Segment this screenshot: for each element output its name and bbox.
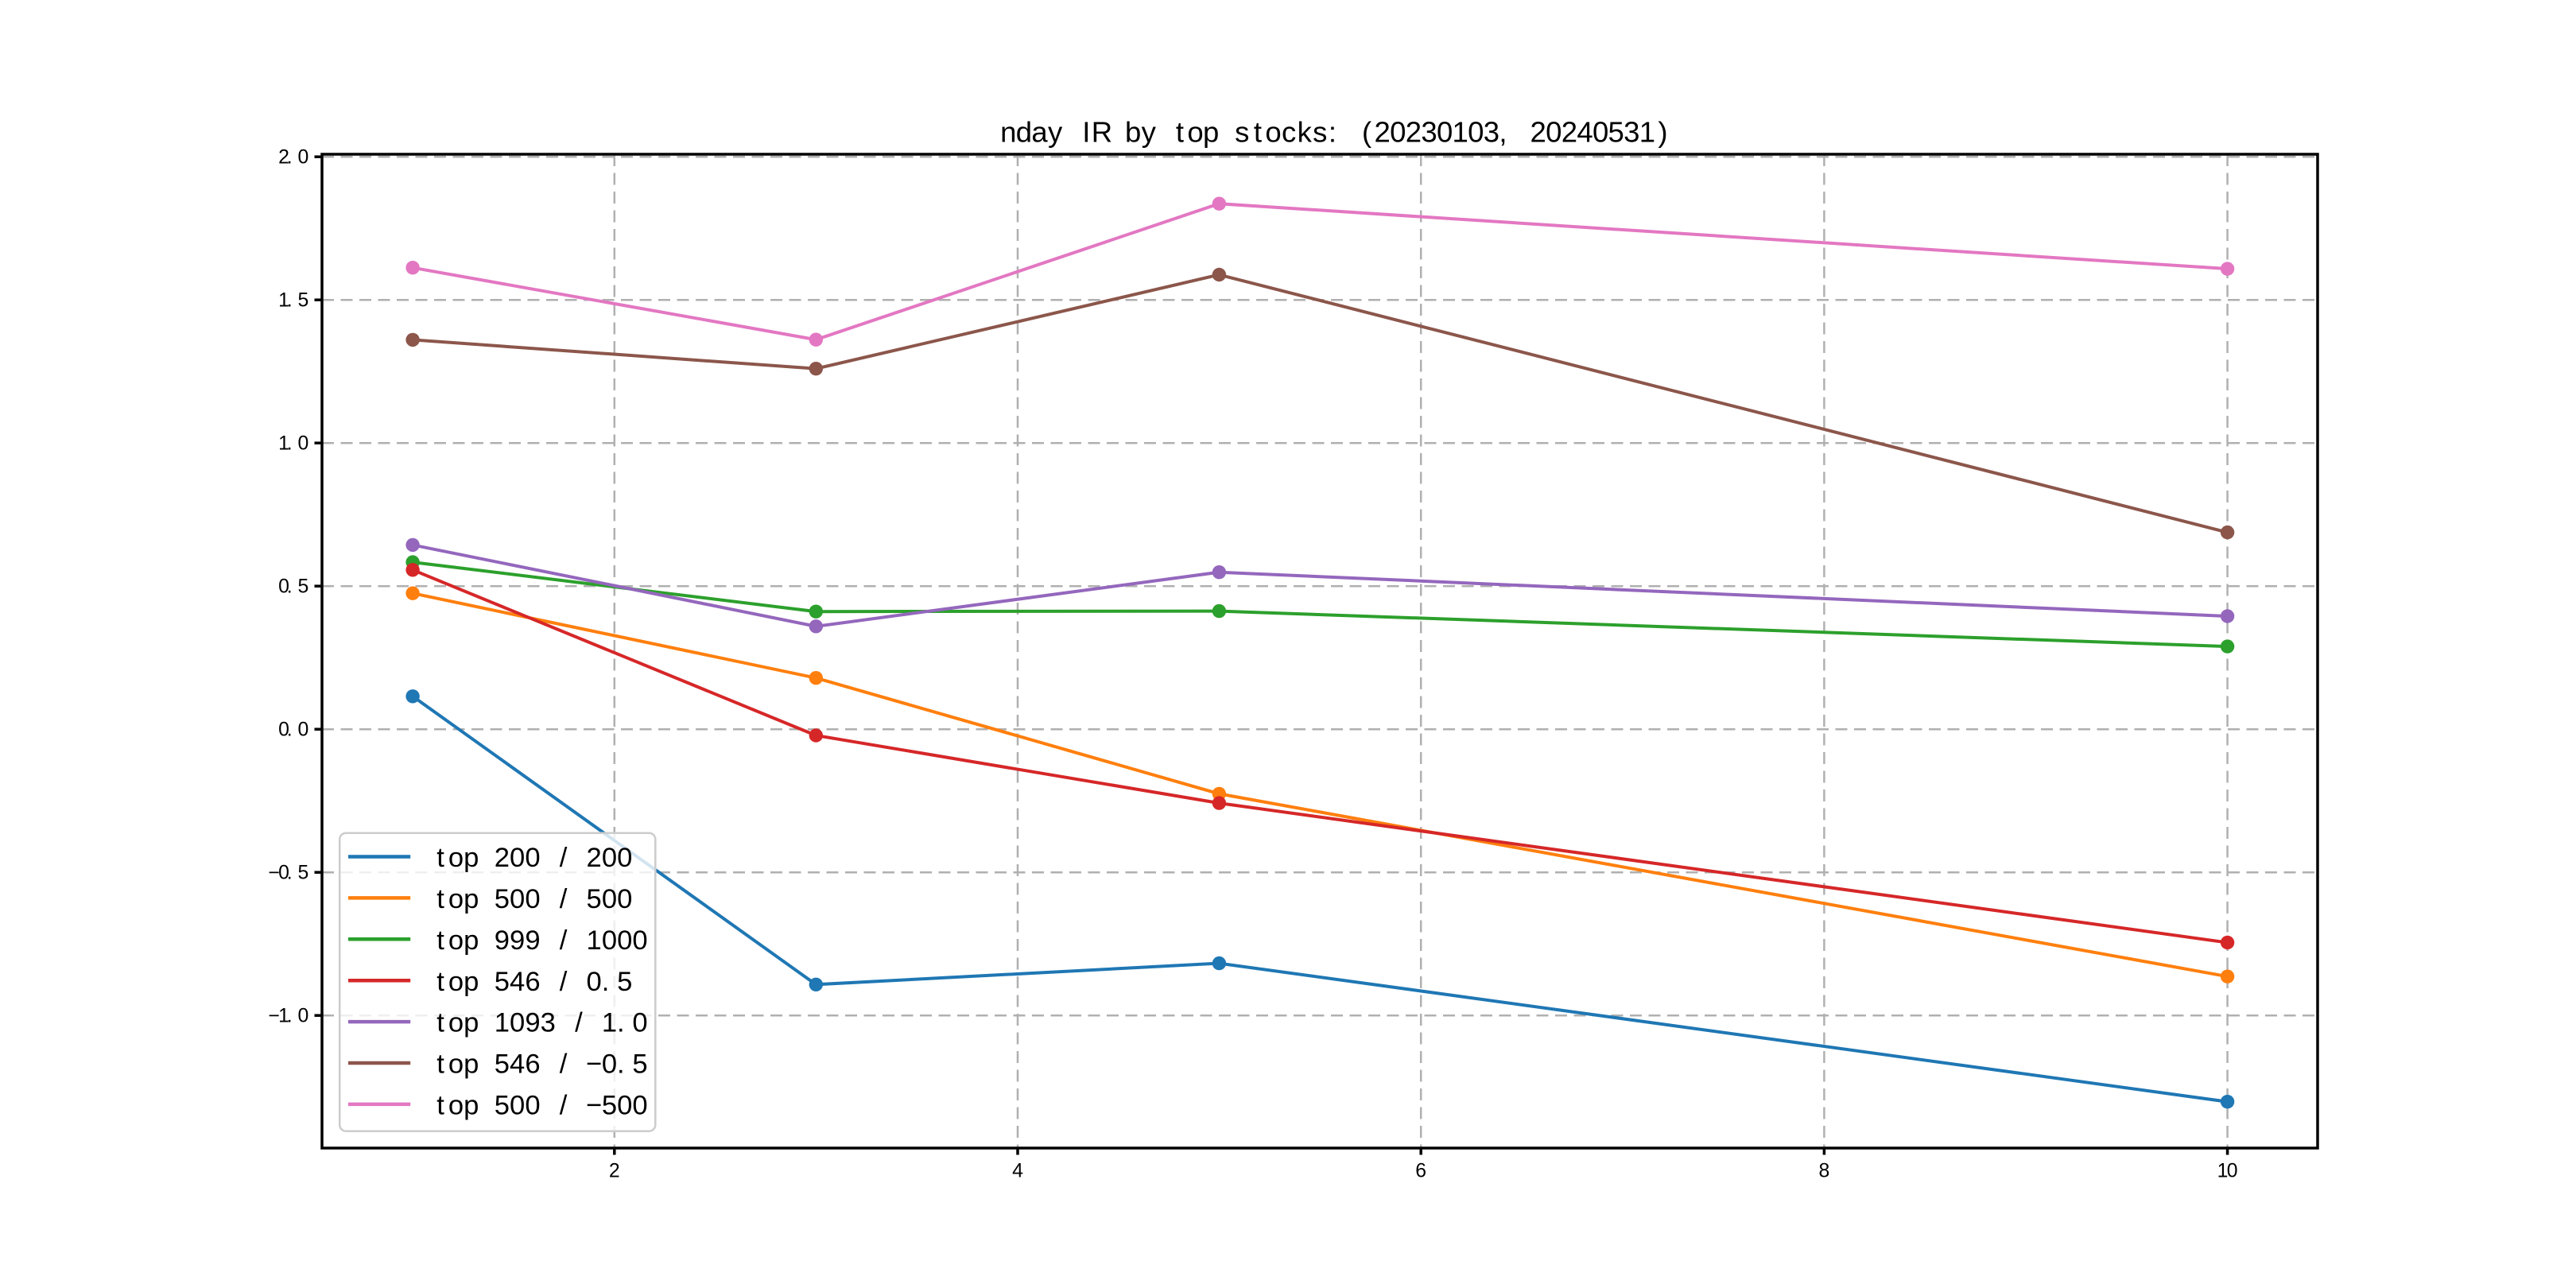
svg-text:6: 6 <box>1415 1161 1426 1182</box>
svg-text:10: 10 <box>2217 1161 2238 1182</box>
svg-text:nday IR by top stocks: (202301: nday IR by top stocks: (20230103, 202405… <box>1000 116 1667 149</box>
svg-text:top 500 / 500: top 500 / 500 <box>436 884 632 914</box>
svg-text:8: 8 <box>1819 1161 1830 1182</box>
svg-text:−0.5: −0.5 <box>269 863 309 884</box>
svg-text:4: 4 <box>1012 1161 1023 1182</box>
svg-text:2: 2 <box>609 1161 620 1182</box>
svg-text:−1.0: −1.0 <box>269 1006 309 1027</box>
svg-text:top 200 / 200: top 200 / 200 <box>436 843 632 873</box>
svg-text:top 1093 / 1.0: top 1093 / 1.0 <box>436 1008 647 1038</box>
svg-text:top 546 / 0.5: top 546 / 0.5 <box>436 967 632 997</box>
